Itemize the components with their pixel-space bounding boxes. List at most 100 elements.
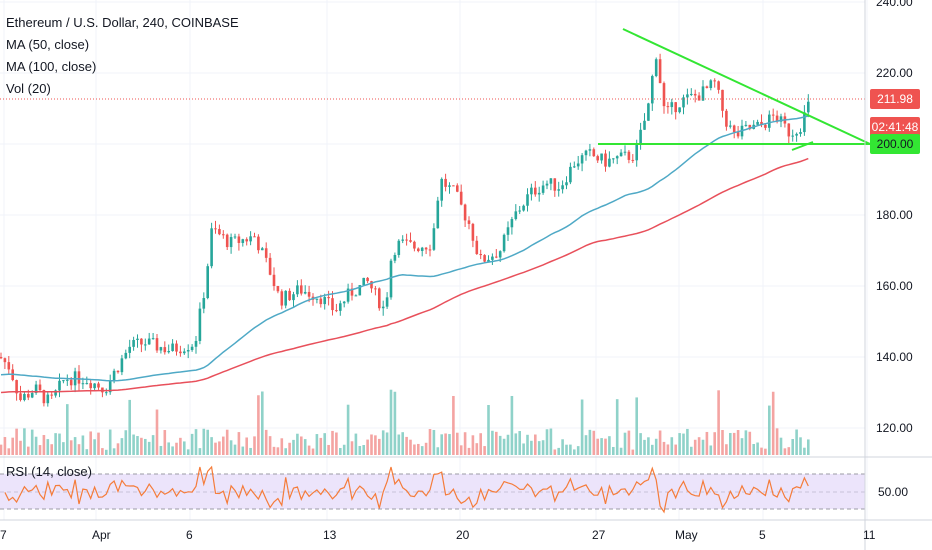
volume-bar	[319, 437, 323, 455]
ma50-legend[interactable]: MA (50, close)	[6, 37, 90, 52]
volume-bar	[46, 439, 50, 455]
candle-body	[756, 121, 759, 125]
volume-bar	[132, 434, 135, 455]
candle-body	[537, 192, 541, 195]
candle-body	[225, 234, 229, 248]
candle-body	[34, 384, 38, 394]
candle-body	[697, 95, 701, 101]
candle-body	[7, 362, 11, 370]
candle-body	[604, 153, 607, 167]
ascending-trendline[interactable]	[791, 141, 814, 151]
volume-bar	[77, 444, 81, 455]
candle-body	[573, 166, 576, 168]
candle-body	[475, 240, 479, 254]
volume-bar	[233, 444, 237, 455]
candle-body	[0, 357, 3, 359]
volume-bar	[627, 430, 631, 455]
price-axis-tick: 160.00	[876, 279, 913, 293]
support-price-tag: 200.00	[870, 134, 920, 154]
volume-bar	[163, 430, 167, 455]
candle-body	[257, 236, 260, 251]
candle-body	[760, 121, 763, 125]
candle-body	[670, 102, 674, 108]
rsi-legend[interactable]: RSI (14, close)	[6, 464, 92, 479]
volume-bar	[658, 430, 662, 455]
candle-body	[639, 129, 642, 144]
volume-bar	[483, 446, 486, 455]
candle-body	[159, 347, 163, 351]
volume-bar	[623, 432, 627, 455]
volume-bar	[300, 436, 303, 455]
candle-body	[569, 166, 572, 183]
volume-bar	[101, 448, 104, 455]
volume-bar	[19, 440, 22, 455]
candle-body	[608, 158, 611, 167]
price-axis[interactable]: 240.00220.00200.00180.00160.00140.00120.…	[876, 0, 913, 435]
volume-bar	[202, 428, 206, 455]
volume-bar	[654, 438, 658, 455]
volume-bar	[66, 404, 69, 455]
candle-body	[23, 394, 26, 401]
price-axis-tick: 140.00	[876, 350, 913, 364]
time-axis[interactable]: 7 Apr 6 13 20 27 May 5 11	[0, 528, 876, 542]
candlesticks	[0, 53, 810, 407]
descending-trendline[interactable]	[622, 28, 871, 145]
candle-body	[584, 150, 588, 156]
candle-body	[128, 346, 131, 353]
triangle-pattern[interactable]	[598, 28, 871, 151]
volume-bar	[740, 438, 744, 455]
ma100-legend[interactable]: MA (100, close)	[6, 59, 97, 74]
time-axis-tick: Apr	[92, 528, 111, 542]
candle-body	[268, 257, 272, 275]
volume-bar	[690, 446, 693, 455]
candle-body	[253, 236, 256, 238]
volume-bar	[307, 445, 311, 455]
volume-bar	[647, 437, 650, 455]
volume-bar	[705, 431, 709, 455]
candle-body	[647, 103, 650, 121]
candle-body	[592, 149, 596, 157]
volume-bar	[0, 444, 3, 455]
volume-bars	[0, 389, 810, 455]
volume-bar	[280, 438, 284, 455]
volume-bar	[678, 433, 681, 455]
candle-body	[354, 295, 358, 297]
candle-body	[62, 380, 65, 382]
candle-body	[210, 228, 213, 267]
volume-legend[interactable]: Vol (20)	[6, 81, 51, 96]
candle-body	[261, 248, 264, 251]
candle-body	[54, 390, 57, 396]
volume-bar	[713, 432, 716, 455]
candle-body	[506, 227, 510, 235]
candle-body	[214, 228, 217, 230]
candle-body	[97, 383, 100, 388]
volume-bar	[311, 448, 315, 455]
candle-body	[491, 256, 494, 260]
candle-body	[514, 211, 518, 220]
candle-body	[393, 255, 397, 261]
chart-title: Ethereum / U.S. Dollar, 240, COINBASE	[6, 15, 239, 30]
candle-body	[526, 194, 529, 206]
candle-body	[66, 379, 69, 381]
candle-body	[467, 220, 471, 224]
volume-bar	[736, 430, 740, 455]
volume-bar	[424, 442, 428, 455]
volume-bar	[701, 439, 705, 455]
volume-bar	[362, 445, 365, 455]
candle-body	[323, 297, 326, 305]
time-axis-tick: 20	[456, 528, 470, 542]
volume-bar	[147, 441, 151, 455]
volume-bar	[171, 446, 174, 455]
volume-bar	[381, 430, 385, 455]
candle-body	[666, 106, 670, 108]
volume-bar	[565, 444, 568, 455]
candle-body	[300, 285, 303, 294]
volume-bar	[89, 431, 92, 455]
candle-body	[588, 149, 592, 151]
volume-bar	[155, 409, 159, 455]
volume-bar	[214, 442, 217, 455]
volume-bar	[194, 429, 198, 455]
candle-body	[3, 358, 7, 363]
volume-bar	[432, 429, 436, 455]
